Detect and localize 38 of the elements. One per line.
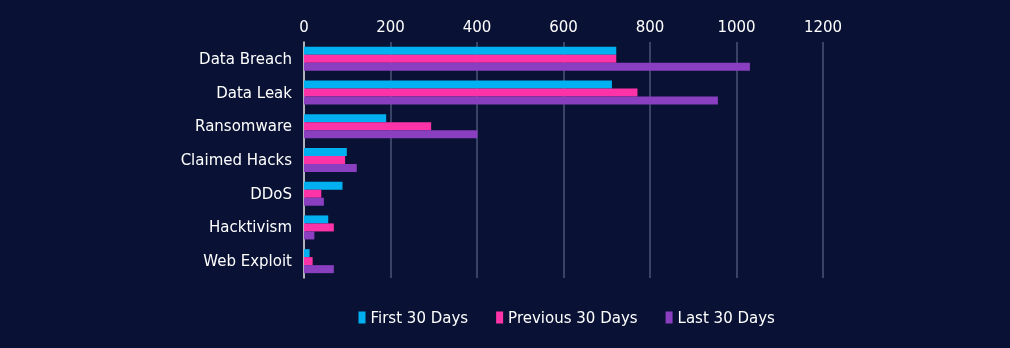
bar <box>304 148 347 156</box>
bar <box>304 80 612 89</box>
y-tick-label: Web Exploit <box>203 252 293 271</box>
x-tick-label: 600 <box>549 17 578 36</box>
x-tick-label: 400 <box>462 17 492 36</box>
bar <box>304 54 617 63</box>
bar <box>304 46 617 55</box>
y-tick-label: Claimed Hacks <box>180 151 293 169</box>
bar <box>304 122 432 131</box>
bar <box>304 197 324 206</box>
y-tick-label: Data Leak <box>216 83 293 102</box>
bar <box>304 62 750 71</box>
x-tick-label: 0 <box>299 17 309 36</box>
legend-label: Last 30 Days <box>677 308 776 327</box>
x-tick-label: 1000 <box>717 17 756 36</box>
bar <box>304 114 387 123</box>
bar <box>304 257 313 266</box>
y-tick-label: Hacktivism <box>209 218 292 237</box>
legend-label: Previous 30 Days <box>508 308 638 327</box>
bar <box>304 231 315 240</box>
x-tick-label: 1200 <box>803 17 843 36</box>
bar <box>304 96 718 105</box>
bar <box>304 223 334 232</box>
bar <box>304 249 310 258</box>
x-tick-label: 200 <box>376 17 405 36</box>
x-tick-label: 800 <box>635 17 665 36</box>
legend-label: First 30 Days <box>370 308 469 327</box>
y-tick-label: Data Breach <box>199 49 292 68</box>
bar <box>304 215 329 224</box>
bar <box>304 189 322 198</box>
bar <box>304 265 334 274</box>
bar <box>304 181 343 190</box>
y-tick-label: Ransomware <box>195 117 292 136</box>
bar <box>304 88 638 97</box>
y-tick-label: DDoS <box>250 184 292 203</box>
bar <box>304 130 478 139</box>
bar <box>304 156 346 164</box>
bar <box>304 164 357 172</box>
